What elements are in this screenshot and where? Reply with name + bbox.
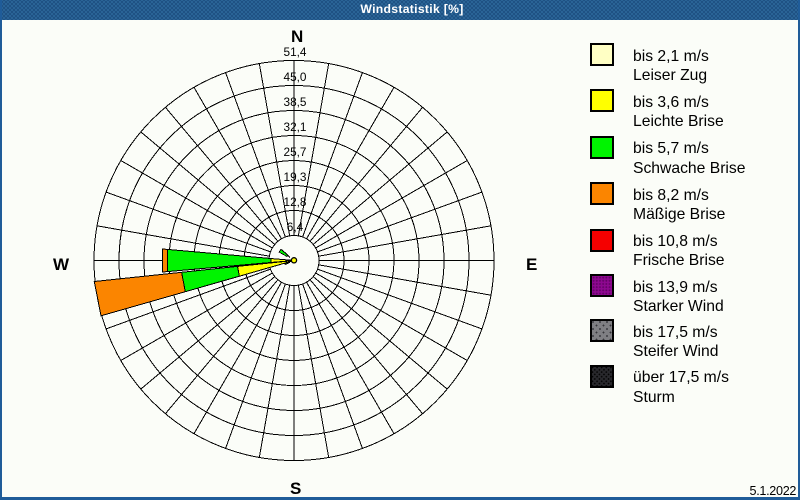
svg-text:25,7: 25,7 — [284, 145, 307, 159]
svg-text:12,8: 12,8 — [284, 195, 307, 209]
svg-text:19,3: 19,3 — [284, 170, 307, 184]
svg-text:38,5: 38,5 — [284, 95, 307, 109]
svg-text:51,4: 51,4 — [284, 45, 307, 59]
svg-text:6,4: 6,4 — [287, 220, 304, 234]
svg-text:45,0: 45,0 — [284, 70, 307, 84]
svg-text:32,1: 32,1 — [284, 120, 307, 134]
